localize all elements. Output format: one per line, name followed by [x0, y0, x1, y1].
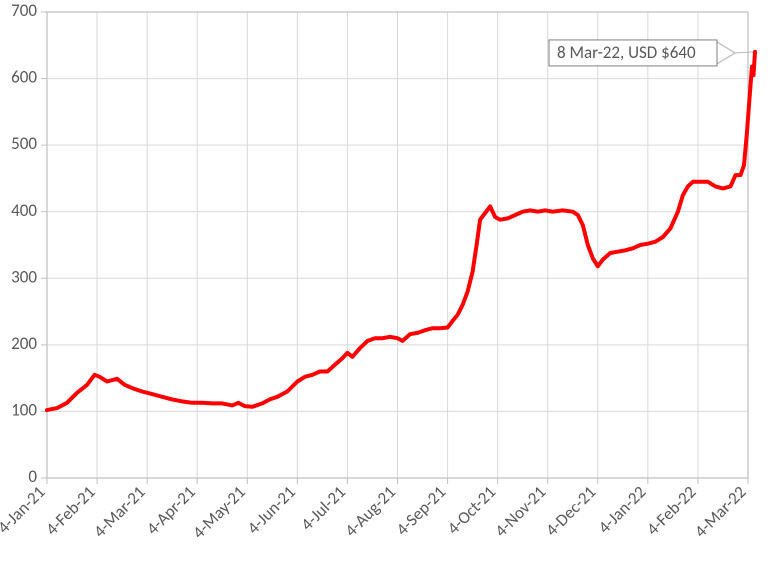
ytick-label: 500 — [11, 133, 37, 154]
callout-text: 8 Mar-22, USD $640 — [557, 42, 696, 63]
xtick-label: 4-Dec-21 — [541, 482, 600, 541]
xtick-label: 4-Sep-21 — [392, 482, 450, 540]
callout-leader — [717, 53, 735, 64]
xtick-label: 4-Mar-22 — [690, 482, 750, 542]
xtick-label: 4-Jun-21 — [243, 482, 300, 539]
ytick-label: 400 — [11, 200, 37, 221]
xtick-label: 4-Feb-21 — [41, 482, 99, 540]
data-line — [47, 52, 755, 410]
chart-svg: 01002003004005006007004-Jan-214-Feb-214-… — [0, 0, 768, 563]
xtick-label: 4-Jan-21 — [0, 482, 49, 538]
ytick-label: 100 — [11, 399, 37, 420]
ytick-label: 600 — [11, 67, 37, 88]
xtick-label: 4-Feb-22 — [642, 482, 700, 540]
line-chart: 01002003004005006007004-Jan-214-Feb-214-… — [0, 0, 768, 563]
ytick-label: 300 — [11, 266, 37, 287]
callout-leader — [717, 42, 735, 53]
xtick-label: 4-Jan-22 — [594, 482, 650, 538]
callout-leader — [735, 52, 753, 53]
xtick-label: 4-Nov-21 — [490, 482, 550, 542]
xtick-label: 4-Aug-21 — [340, 482, 399, 541]
xtick-label: 4-Oct-21 — [443, 482, 500, 539]
xtick-label: 4-May-21 — [188, 482, 249, 543]
ytick-label: 200 — [11, 333, 37, 354]
xtick-label: 4-Mar-21 — [89, 482, 149, 542]
ytick-label: 700 — [11, 0, 37, 21]
